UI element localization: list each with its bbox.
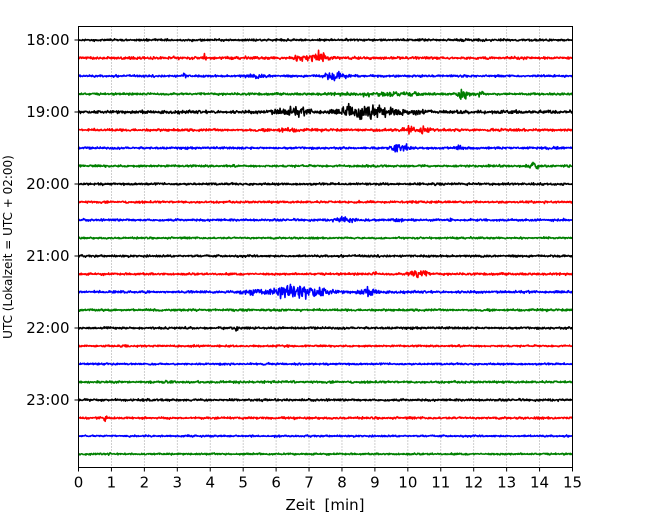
x-tick-label: 8: [337, 474, 347, 492]
trace-1800: [77, 37, 574, 43]
x-tick-label: 13: [497, 474, 516, 492]
trace-2315: [78, 415, 574, 423]
trace-1900: [77, 102, 573, 121]
trace-2115: [78, 270, 574, 279]
y-axis-label: UTC (Lokalzeit = UTC + 02:00): [1, 155, 15, 339]
trace-2015: [78, 199, 573, 205]
trace-2330: [78, 434, 574, 439]
trace-2300: [77, 397, 573, 403]
trace-1945: [77, 161, 573, 170]
x-tick-label: 6: [271, 474, 281, 492]
trace-1830: [78, 70, 573, 82]
trace-2230: [77, 361, 573, 367]
y-axis: 18:00 19:00 20:00 21:00 22:00 23:00: [26, 31, 79, 409]
trace-1815: [77, 49, 574, 63]
x-axis: 0 1 2 3 4 5 6 7 8 9 10 11 12 13 14 15: [74, 467, 582, 492]
trace-2245: [78, 379, 573, 385]
y-tick-label: 18:00: [26, 31, 69, 49]
x-tick-label: 4: [205, 474, 215, 492]
x-tick-label: 14: [530, 474, 549, 492]
x-tick-label: 2: [140, 474, 150, 492]
trace-2100: [77, 253, 574, 259]
x-tick-label: 10: [398, 474, 417, 492]
x-tick-label: 7: [304, 474, 314, 492]
trace-2045: [78, 235, 574, 240]
x-tick-label: 0: [74, 474, 84, 492]
trace-2200: [78, 325, 574, 332]
y-tick-label: 21:00: [26, 247, 69, 265]
x-tick-label: 1: [107, 474, 117, 492]
trace-1915: [78, 124, 573, 135]
x-axis-label: Zeit [min]: [285, 496, 364, 514]
plot-frame: [78, 26, 573, 468]
trace-1845: [77, 88, 573, 100]
y-tick-label: 20:00: [26, 175, 69, 193]
seismogram-traces: [77, 37, 574, 456]
x-tick-label: 12: [464, 474, 483, 492]
trace-2345: [78, 451, 573, 456]
x-tick-label: 3: [173, 474, 183, 492]
trace-2145: [78, 307, 574, 313]
x-tick-label: 5: [238, 474, 248, 492]
y-tick-label: 19:00: [26, 103, 69, 121]
y-tick-label: 22:00: [26, 319, 69, 337]
trace-2000: [77, 181, 574, 187]
x-tick-label: 11: [431, 474, 450, 492]
trace-2030: [77, 215, 573, 224]
trace-2215: [77, 343, 573, 348]
trace-1930: [77, 143, 573, 153]
trace-2130: [77, 283, 574, 300]
x-tick-label: 15: [563, 474, 582, 492]
y-tick-label: 23:00: [26, 391, 69, 409]
x-tick-label: 9: [370, 474, 380, 492]
